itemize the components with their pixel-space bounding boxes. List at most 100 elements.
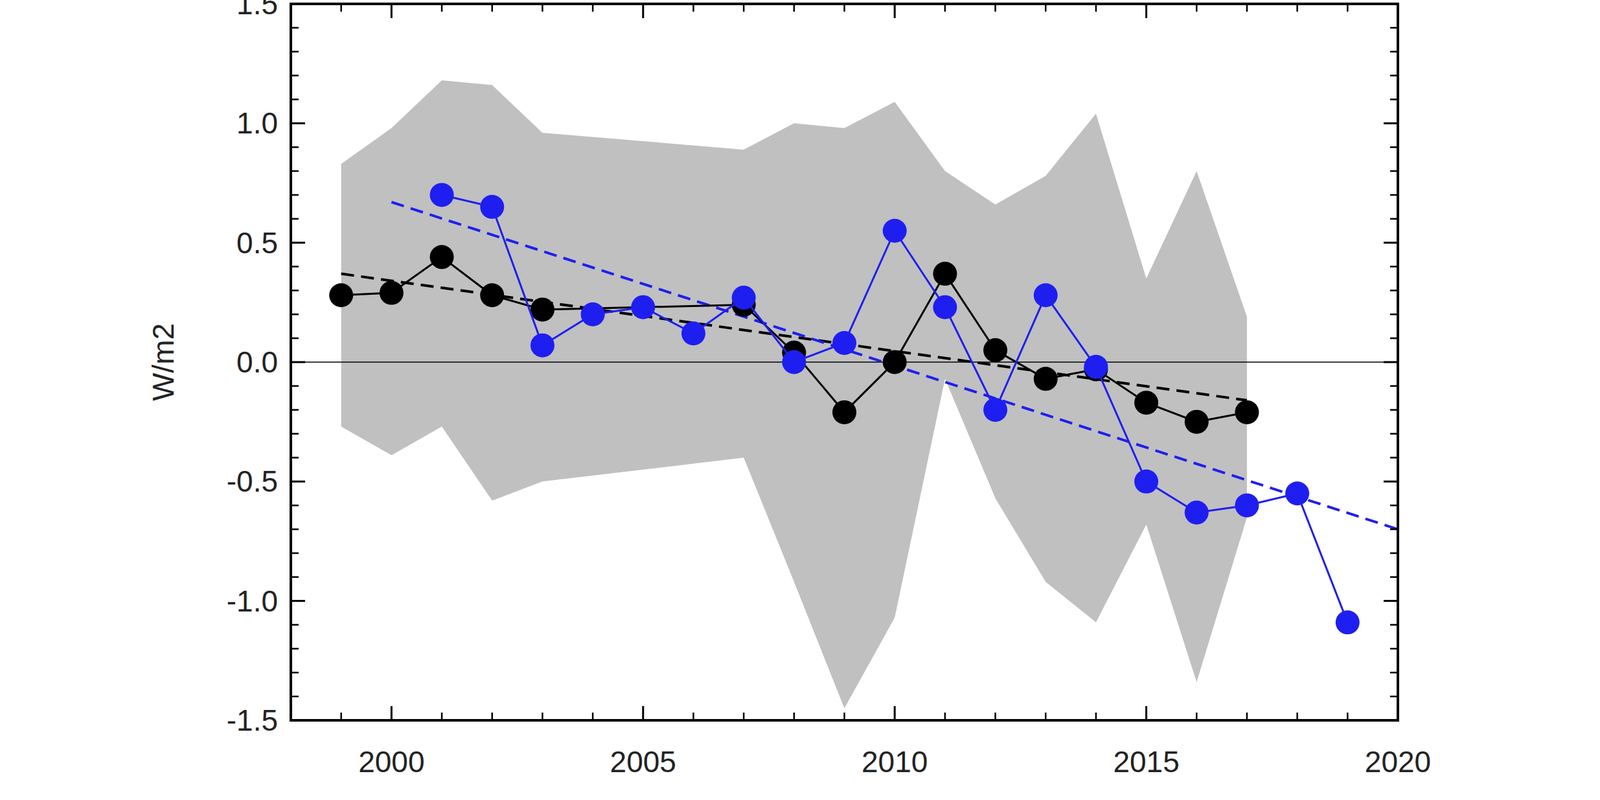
y-minor-tick	[290, 146, 299, 149]
y-tick	[1383, 3, 1398, 6]
x-minor-tick	[742, 712, 745, 721]
y-minor-tick	[1390, 50, 1398, 53]
x-minor-tick	[1044, 712, 1047, 721]
y-minor-tick	[1390, 695, 1398, 698]
y-minor-tick	[290, 432, 299, 435]
x-tick	[390, 706, 393, 721]
marker	[882, 350, 907, 375]
x-tick	[1145, 706, 1148, 721]
x-minor-tick	[1346, 3, 1349, 12]
y-tick-label: -1.5	[226, 703, 278, 738]
y-minor-tick	[290, 194, 299, 197]
y-minor-tick	[290, 504, 299, 507]
marker	[430, 244, 455, 269]
x-minor-tick	[1044, 3, 1047, 12]
x-minor-tick	[1246, 3, 1249, 12]
y-tick-label: -0.5	[226, 464, 278, 499]
y-tick	[1383, 480, 1398, 483]
x-minor-tick	[994, 3, 997, 12]
x-minor-tick	[491, 3, 493, 12]
marker	[832, 331, 857, 355]
y-minor-tick	[290, 218, 299, 221]
y-tick	[290, 3, 306, 6]
y-minor-tick	[290, 50, 299, 53]
marker	[1234, 493, 1259, 518]
marker	[530, 333, 555, 358]
y-minor-tick	[1390, 552, 1398, 555]
y-minor-tick	[1390, 623, 1398, 626]
y-minor-tick	[290, 623, 299, 626]
y-minor-tick	[290, 671, 299, 674]
x-tick-label: 2010	[861, 744, 928, 779]
x-tick	[893, 3, 896, 19]
marker	[1083, 354, 1108, 379]
x-tick	[390, 3, 393, 19]
y-minor-tick	[1390, 408, 1398, 411]
y-minor-tick	[1390, 576, 1398, 579]
y-tick-label: 0.0	[236, 345, 278, 379]
y-minor-tick	[1390, 671, 1398, 674]
marker	[681, 321, 706, 346]
y-tick	[290, 122, 306, 125]
y-minor-tick	[290, 695, 299, 698]
y-tick-label: 1.5	[236, 0, 278, 21]
y-tick	[1383, 719, 1398, 722]
y-minor-tick	[1390, 289, 1398, 292]
marker	[1234, 400, 1259, 425]
y-tick	[1383, 599, 1398, 602]
x-minor-tick	[441, 712, 444, 721]
marker	[430, 182, 455, 207]
series-line	[441, 194, 1348, 623]
y-minor-tick	[1390, 170, 1398, 173]
x-minor-tick	[944, 712, 947, 721]
y-minor-tick	[1390, 432, 1398, 435]
marker	[882, 218, 907, 243]
y-minor-tick	[290, 576, 299, 579]
y-minor-tick	[1390, 385, 1398, 388]
x-tick	[1397, 3, 1400, 19]
marker	[731, 285, 756, 310]
x-tick	[641, 3, 644, 19]
marker	[530, 297, 555, 322]
y-tick	[290, 599, 306, 602]
x-minor-tick	[1296, 712, 1299, 721]
y-tick	[290, 719, 306, 722]
marker	[983, 338, 1008, 363]
y-minor-tick	[1390, 74, 1398, 77]
x-minor-tick	[340, 3, 343, 12]
x-minor-tick	[1095, 3, 1098, 12]
x-minor-tick	[1246, 712, 1249, 721]
x-minor-tick	[1195, 3, 1198, 12]
y-minor-tick	[290, 170, 299, 173]
y-tick	[1383, 122, 1398, 125]
y-minor-tick	[290, 74, 299, 77]
range-band	[341, 80, 1247, 709]
y-minor-tick	[290, 98, 299, 101]
marker	[480, 194, 504, 219]
x-minor-tick	[441, 3, 444, 12]
x-minor-tick	[994, 712, 997, 721]
y-minor-tick	[1390, 456, 1398, 459]
plot-area	[290, 80, 1398, 709]
y-tick-label: -1.0	[226, 584, 278, 618]
marker	[1033, 283, 1058, 308]
reference-line	[290, 361, 1398, 363]
y-tick-label: 1.0	[236, 106, 278, 140]
y-minor-tick	[1390, 27, 1398, 30]
marker	[630, 295, 655, 320]
x-minor-tick	[541, 712, 544, 721]
x-minor-tick	[541, 3, 544, 12]
x-minor-tick	[1195, 712, 1198, 721]
x-minor-tick	[692, 712, 695, 721]
frame	[290, 3, 1398, 721]
y-minor-tick	[290, 27, 299, 30]
marker	[983, 397, 1008, 422]
y-tick	[290, 480, 306, 483]
y-minor-tick	[1390, 194, 1398, 197]
x-tick-label: 2020	[1364, 744, 1431, 779]
y-minor-tick	[1390, 146, 1398, 149]
y-tick-label: 0.5	[236, 226, 278, 260]
y-minor-tick	[1390, 647, 1398, 650]
y-minor-tick	[290, 528, 299, 531]
marker	[581, 302, 606, 327]
